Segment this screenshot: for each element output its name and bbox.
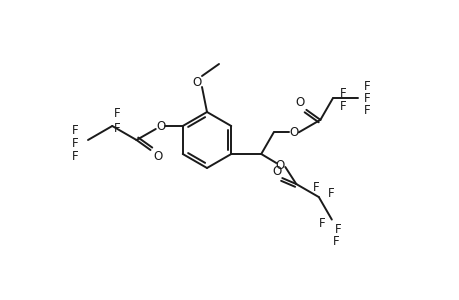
- Text: F: F: [72, 136, 78, 149]
- Text: O: O: [275, 158, 284, 172]
- Text: F: F: [72, 124, 78, 136]
- Text: F: F: [114, 122, 120, 134]
- Text: F: F: [332, 235, 338, 248]
- Text: O: O: [272, 165, 281, 178]
- Text: O: O: [192, 76, 201, 88]
- Text: F: F: [114, 106, 120, 119]
- Text: F: F: [339, 87, 346, 100]
- Text: F: F: [312, 181, 319, 194]
- Text: F: F: [334, 223, 341, 236]
- Text: F: F: [327, 187, 333, 200]
- Text: F: F: [363, 104, 369, 117]
- Text: F: F: [318, 217, 325, 230]
- Text: F: F: [363, 92, 369, 105]
- Text: O: O: [156, 119, 165, 133]
- Text: F: F: [72, 149, 78, 163]
- Text: O: O: [289, 126, 298, 139]
- Text: F: F: [339, 100, 346, 113]
- Text: O: O: [295, 96, 304, 109]
- Text: F: F: [363, 80, 369, 93]
- Text: O: O: [152, 149, 162, 163]
